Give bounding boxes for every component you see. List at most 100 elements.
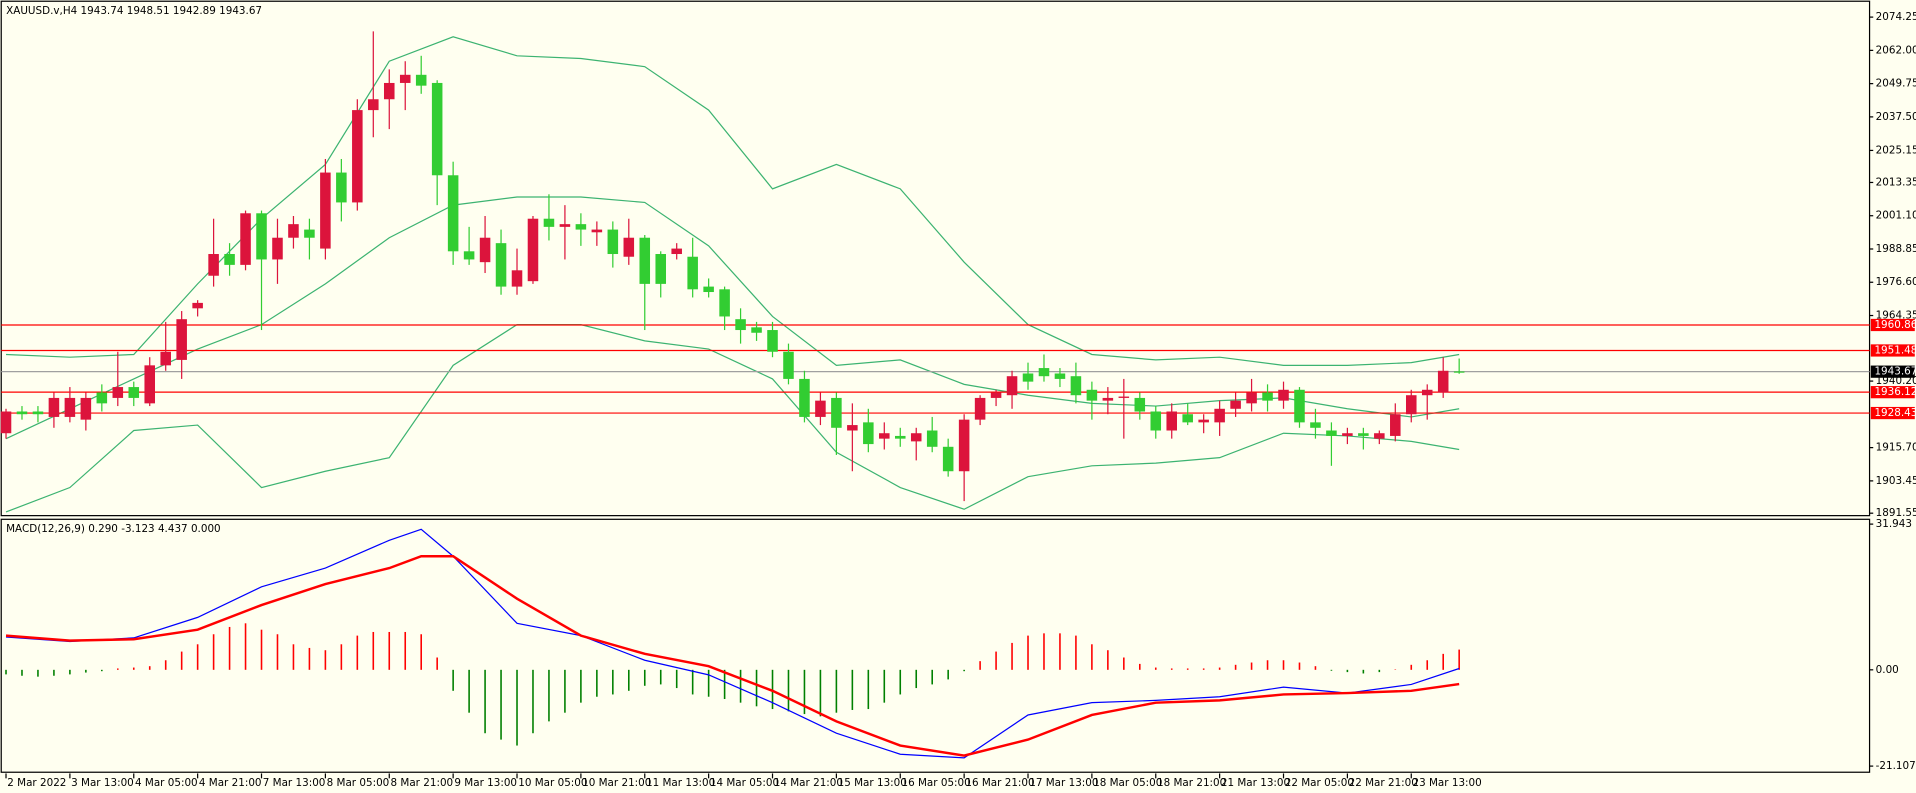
candle-body [112,387,124,398]
y-tick-label: 2037.50 [1876,111,1916,123]
candle-body [368,99,379,111]
x-tick-label: 2 Mar 2022 [7,777,66,789]
candle-body [1390,414,1401,436]
candle-body [1326,430,1337,436]
candle-body [1182,414,1193,423]
level-label: 1928.43 [1874,407,1916,419]
band-line [5,36,1460,366]
candle-body [1310,422,1321,428]
candle-body [735,319,746,331]
candle-body [1246,392,1257,404]
candle-body [1070,376,1082,396]
candle-body [687,256,698,290]
y-tick-label: 2013.35 [1876,176,1916,188]
x-tick-label: 17 Mar 13:00 [1029,777,1098,789]
candle-body [447,175,459,252]
y-tick-label: 1940.20 [1876,375,1916,387]
candle-body [1006,376,1018,396]
candle-body [1102,397,1114,401]
x-tick-label: 7 Mar 13:00 [263,777,326,789]
candle-body [1374,433,1385,439]
candle-body [144,365,156,404]
x-tick-label: 11 Mar 13:00 [646,777,715,789]
x-tick-label: 4 Mar 21:00 [199,777,262,789]
level-label: 1951.48 [1874,344,1916,356]
candle-body [623,237,635,257]
candle-body [1437,370,1449,393]
x-tick-label: 22 Mar 05:00 [1285,777,1354,789]
candle-body [942,446,954,472]
panel-frame [0,518,1871,773]
candle-body [1166,411,1178,431]
candle-body [128,387,140,398]
x-tick-label: 21 Mar 13:00 [1221,777,1290,789]
candle-body [719,289,730,317]
x-tick-label: 8 Mar 21:00 [390,777,453,789]
panel-frame [0,0,1871,517]
x-tick-label: 15 Mar 13:00 [838,777,907,789]
y-tick-label: 1988.85 [1876,243,1916,255]
candle-body [320,172,331,249]
y-tick-label: -21.107 [1876,760,1916,772]
candle-body [336,172,347,203]
y-tick-label: 2049.75 [1876,78,1916,90]
candle-body [910,433,922,442]
candle-body [192,302,203,309]
candle-body [1230,400,1241,409]
x-tick-label: 14 Mar 21:00 [774,777,843,789]
level-label: 1960.86 [1874,319,1916,331]
candle-body [958,419,970,472]
candle-body [479,237,491,263]
x-tick-label: 14 Mar 05:00 [710,777,779,789]
candle-body [1118,396,1130,398]
candle-body [0,411,12,434]
candle-body [16,411,28,415]
candle-body [990,392,1002,398]
y-tick-label: 1903.45 [1876,475,1916,487]
x-tick-label: 22 Mar 21:00 [1349,777,1418,789]
level-label-box [1870,318,1915,332]
y-tick-label: 1976.60 [1876,276,1916,288]
candle-body [671,248,682,255]
candle-body [783,351,794,379]
candle-body [64,397,76,417]
candle-body [272,237,283,260]
candle-body [431,82,443,176]
x-tick-label: 10 Mar 21:00 [582,777,651,789]
candle-body [176,319,187,360]
candle-body [703,286,714,293]
candle-body [894,435,906,439]
candle-body [1405,395,1417,415]
candle-body [383,82,395,100]
candle-body [304,229,315,238]
macd-line [5,555,1460,757]
y-tick-label: 2001.10 [1876,210,1916,222]
candle-body [1022,373,1034,382]
last-price-box [1870,365,1915,378]
candle-body [879,433,890,439]
candle-body [1342,433,1353,436]
candle-body [1086,389,1098,401]
y-tick-label: 0.00 [1876,664,1899,676]
band-line [5,324,1460,513]
candle-body [974,397,986,420]
candle-body [32,411,44,415]
candle-body [256,213,267,260]
candle-body [543,218,555,227]
x-tick-label: 16 Mar 21:00 [965,777,1034,789]
candle-body [831,397,842,428]
candle-body [80,397,92,420]
x-tick-label: 3 Mar 13:00 [71,777,134,789]
candle-body [815,400,826,417]
candle-body [591,229,603,233]
y-tick-label: 1915.70 [1876,442,1916,454]
y-tick-label: 2025.15 [1876,144,1916,156]
candle-body [160,351,171,366]
y-tick-label: 1964.35 [1876,310,1916,322]
candle-body [799,378,810,417]
candle-body [1214,408,1225,423]
candle-body [224,254,235,265]
x-tick-label: 23 Mar 13:00 [1412,777,1481,789]
candle-body [1453,371,1465,373]
